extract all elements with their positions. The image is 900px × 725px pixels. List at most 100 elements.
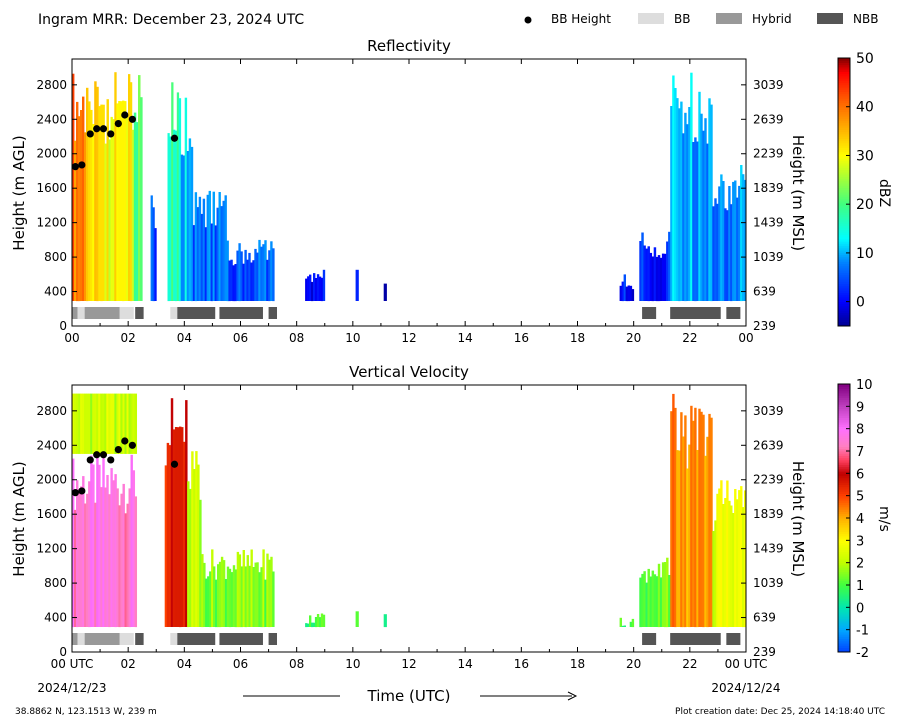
echo-column bbox=[210, 223, 213, 302]
colorbar-cell bbox=[838, 187, 850, 191]
colorbar-cell bbox=[838, 522, 850, 526]
colorbar-cell bbox=[838, 91, 850, 95]
echo-column bbox=[140, 97, 143, 301]
echo-column bbox=[202, 198, 206, 301]
echo-column bbox=[120, 393, 123, 454]
colorbar-cell bbox=[838, 497, 850, 501]
colorbar-cell bbox=[838, 437, 850, 441]
colorbar-tick-label: 7 bbox=[856, 445, 864, 460]
x-tick-label: 14 bbox=[458, 657, 473, 671]
echo-column bbox=[72, 393, 75, 454]
colorbar-cell bbox=[838, 301, 850, 305]
colorbar-cell bbox=[838, 127, 850, 130]
colorbar-cell bbox=[838, 95, 850, 99]
colorbar-cell bbox=[838, 520, 850, 523]
colorbar-cell bbox=[838, 288, 850, 291]
colorbar-cell bbox=[838, 571, 850, 575]
echo-column bbox=[657, 255, 661, 302]
echo-column bbox=[96, 393, 99, 454]
colorbar-cell bbox=[838, 60, 850, 63]
echo-column bbox=[183, 441, 186, 627]
colorbar-tick-label: 2 bbox=[856, 557, 864, 572]
colorbar-cell bbox=[838, 504, 850, 508]
bb-class-nbb bbox=[135, 633, 144, 645]
echo-column bbox=[314, 278, 318, 301]
echo-column bbox=[655, 576, 659, 627]
colorbar-tick-label: -2 bbox=[856, 646, 869, 661]
colorbar-cell bbox=[838, 408, 850, 412]
colorbar-tick-label: 10 bbox=[856, 246, 874, 262]
echo-column bbox=[645, 248, 648, 301]
colorbar-cell bbox=[838, 256, 850, 260]
echo-column bbox=[256, 252, 259, 301]
echo-column bbox=[730, 204, 733, 302]
colorbar-cell bbox=[838, 317, 850, 320]
y-tick-label: 2000 bbox=[36, 473, 67, 487]
panel-title-vertical-velocity: Vertical Velocity bbox=[349, 363, 469, 381]
echo-column bbox=[682, 436, 685, 628]
echo-column bbox=[195, 451, 198, 627]
end-date-label: 2024/12/24 bbox=[711, 681, 780, 695]
bb-height-point bbox=[99, 451, 108, 459]
echo-column bbox=[90, 109, 93, 302]
echo-column bbox=[92, 464, 95, 627]
colorbar-cell bbox=[838, 223, 850, 226]
time-arrow-right-head bbox=[567, 691, 578, 701]
echo-column bbox=[130, 454, 133, 627]
echo-column bbox=[252, 567, 255, 627]
x-axis-label-time: Time (UTC) bbox=[367, 687, 451, 705]
colorbar-cell bbox=[838, 314, 850, 318]
echo-column bbox=[704, 455, 707, 627]
y2-tick-label: 1839 bbox=[753, 507, 784, 521]
colorbar-cell bbox=[838, 471, 850, 474]
echo-column bbox=[74, 393, 77, 454]
echo-column bbox=[86, 493, 89, 627]
colorbar-label-ms: m/s bbox=[876, 506, 892, 532]
colorbar-cell bbox=[838, 602, 850, 606]
echo-column bbox=[217, 564, 220, 628]
echo-column bbox=[114, 474, 117, 628]
colorbar-cell bbox=[838, 241, 850, 244]
echo-column bbox=[672, 393, 675, 627]
echo-column bbox=[238, 554, 242, 628]
colorbar-cell bbox=[838, 75, 850, 79]
echo-column bbox=[246, 259, 249, 301]
y-tick-label: 2800 bbox=[36, 78, 67, 92]
colorbar-cell bbox=[838, 448, 850, 452]
colorbar-cell bbox=[838, 93, 850, 97]
echo-column bbox=[234, 264, 237, 302]
echo-column bbox=[318, 276, 322, 301]
echo-column bbox=[98, 393, 101, 454]
echo-column bbox=[260, 567, 263, 628]
colorbar-cell bbox=[838, 473, 850, 477]
echo-column bbox=[131, 129, 135, 301]
echo-segment bbox=[383, 614, 387, 628]
echo-column bbox=[110, 393, 113, 454]
colorbar-cell bbox=[838, 218, 850, 222]
colorbar-cell bbox=[838, 442, 850, 445]
echo-column bbox=[664, 253, 667, 301]
echo-column bbox=[175, 130, 178, 302]
echo-segment bbox=[201, 549, 275, 628]
colorbar-cell bbox=[838, 236, 850, 240]
colorbar-cell bbox=[838, 386, 850, 389]
colorbar-cell bbox=[838, 618, 850, 622]
echo-column bbox=[309, 615, 312, 627]
y2-tick-label: 1039 bbox=[753, 576, 784, 590]
echo-column bbox=[82, 476, 85, 627]
bb-height-point bbox=[107, 130, 115, 138]
echo-column bbox=[80, 486, 83, 627]
colorbar-cell bbox=[838, 209, 850, 213]
colorbar-cell bbox=[838, 267, 850, 271]
y-axis-label-msl: Height (m MSL) bbox=[789, 135, 807, 251]
colorbar-tick-label: 20 bbox=[856, 197, 874, 213]
legend-swatch-bb bbox=[638, 13, 664, 24]
echo-column bbox=[313, 273, 316, 301]
echo-column bbox=[730, 505, 733, 627]
colorbar-cell bbox=[838, 524, 850, 528]
colorbar-cell bbox=[838, 462, 850, 465]
colorbar-cell bbox=[838, 111, 850, 115]
echo-column bbox=[688, 107, 691, 301]
colorbar-cell bbox=[838, 600, 850, 604]
colorbar-cell bbox=[838, 625, 850, 628]
